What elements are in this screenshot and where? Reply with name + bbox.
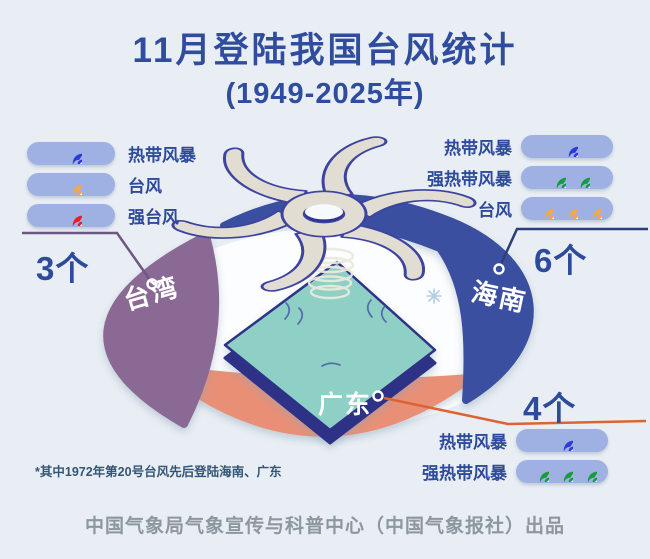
typhoon-icon bbox=[557, 198, 578, 219]
typhoon-icons bbox=[557, 136, 578, 157]
typhoon-icons bbox=[61, 205, 82, 226]
typhoon-icons bbox=[528, 461, 597, 482]
typhoon-icon bbox=[581, 198, 602, 219]
legend-row: 强热带风暴 bbox=[425, 165, 613, 190]
typhoon-type-label: 强热带风暴 bbox=[422, 464, 507, 483]
typhoon-type-label: 强热带风暴 bbox=[427, 170, 512, 189]
typhoon-type-label: 热带风暴 bbox=[128, 146, 196, 165]
legend-row: 热带风暴 bbox=[425, 134, 613, 159]
typhoon-icons bbox=[533, 198, 602, 219]
legend-row: 台风 bbox=[27, 172, 196, 197]
typhoon-count-pill bbox=[521, 166, 613, 189]
typhoon-icon bbox=[576, 461, 597, 482]
typhoon-type-label: 热带风暴 bbox=[439, 433, 507, 452]
typhoon-icon bbox=[557, 136, 578, 157]
footnote: *其中1972年第20号台风先后登陆海南、广东 bbox=[35, 465, 282, 479]
cyclone-spiral bbox=[171, 136, 477, 292]
typhoon-count-pill bbox=[27, 142, 115, 165]
count-taiwan: 3个 bbox=[36, 250, 90, 287]
arc-taiwan bbox=[103, 232, 220, 428]
typhoon-type-label: 强台风 bbox=[128, 208, 179, 227]
legend-guangdong: 热带风暴 强热带风暴 bbox=[418, 428, 608, 490]
typhoon-icons bbox=[61, 174, 82, 195]
wave-squiggles bbox=[284, 299, 387, 367]
region-label-guangdong: 广东 bbox=[318, 390, 372, 419]
page-title: 11月登陆我国台风统计 bbox=[132, 31, 518, 70]
typhoon-icon bbox=[545, 167, 566, 188]
marker-taiwan bbox=[146, 278, 158, 290]
typhoon-icon bbox=[569, 167, 590, 188]
legend-row: 强热带风暴 bbox=[418, 459, 608, 484]
typhoon-icon bbox=[528, 461, 549, 482]
typhoon-type-label: 台风 bbox=[478, 201, 512, 220]
typhoon-icon bbox=[552, 430, 573, 451]
legend-taiwan: 热带风暴 台风 强台风 bbox=[27, 141, 196, 234]
legend-row: 热带风暴 bbox=[418, 428, 608, 453]
typhoon-icon bbox=[533, 198, 554, 219]
page-subtitle: (1949-2025年) bbox=[225, 78, 425, 110]
count-guangdong: 4个 bbox=[523, 390, 577, 427]
typhoon-icons bbox=[552, 430, 573, 451]
typhoon-icons bbox=[61, 143, 82, 164]
typhoon-type-label: 热带风暴 bbox=[444, 139, 512, 158]
sparkle-icon bbox=[426, 288, 442, 304]
marker-guangdong bbox=[372, 390, 384, 402]
count-hainan: 6个 bbox=[534, 242, 588, 279]
legend-row: 台风 bbox=[425, 196, 613, 221]
typhoon-icon bbox=[61, 143, 82, 164]
typhoon-count-pill bbox=[521, 135, 613, 158]
leader-line-guangdong bbox=[383, 396, 647, 426]
typhoon-icon bbox=[61, 205, 82, 226]
leader-line-taiwan bbox=[22, 231, 152, 281]
legend-hainan: 热带风暴 强热带风暴 台风 bbox=[425, 134, 613, 227]
typhoon-icons bbox=[545, 167, 590, 188]
typhoon-count-pill bbox=[516, 429, 608, 452]
legend-row: 热带风暴 bbox=[27, 141, 196, 166]
marker-hainan bbox=[493, 263, 505, 275]
typhoon-icon bbox=[552, 461, 573, 482]
legend-row: 强台风 bbox=[27, 203, 196, 228]
credit-line: 中国气象局气象宣传与科普中心（中国气象报社）出品 bbox=[84, 516, 565, 537]
typhoon-icon bbox=[61, 174, 82, 195]
leader-line-hainan bbox=[499, 227, 648, 265]
typhoon-type-label: 台风 bbox=[128, 177, 162, 196]
typhoon-count-pill bbox=[521, 197, 613, 220]
typhoon-count-pill bbox=[27, 173, 115, 196]
typhoon-count-pill bbox=[27, 204, 115, 227]
typhoon-count-pill bbox=[516, 460, 608, 483]
